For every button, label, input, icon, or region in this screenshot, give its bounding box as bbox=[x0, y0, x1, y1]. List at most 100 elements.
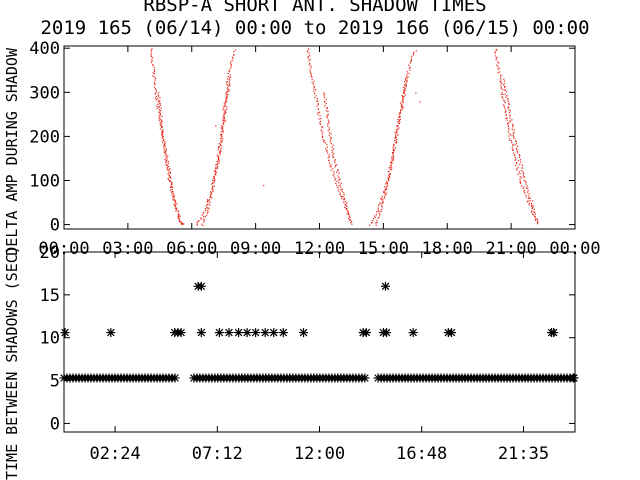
top-data-point bbox=[176, 207, 178, 209]
top-data-point bbox=[163, 151, 166, 153]
top-data-point bbox=[344, 206, 346, 208]
top-data-point bbox=[203, 219, 205, 221]
top-data-point bbox=[369, 224, 371, 226]
top-data-point bbox=[409, 69, 411, 71]
top-data-point bbox=[516, 169, 518, 171]
top-data-point bbox=[324, 105, 326, 107]
top-data-point bbox=[326, 150, 328, 152]
top-data-point bbox=[157, 103, 159, 105]
top-data-point bbox=[323, 140, 325, 142]
top-data-point bbox=[397, 134, 399, 136]
top-data-point bbox=[378, 213, 380, 215]
top-data-point bbox=[223, 107, 225, 109]
top-data-point bbox=[158, 116, 160, 118]
top-data-point bbox=[226, 90, 228, 92]
top-data-point bbox=[333, 148, 335, 150]
top-data-point bbox=[371, 222, 373, 224]
top-data-point bbox=[387, 182, 389, 184]
top-data-point bbox=[335, 184, 338, 186]
top-data-point bbox=[390, 162, 392, 164]
top-data-point bbox=[317, 108, 319, 110]
top-data-point bbox=[158, 101, 160, 103]
top-data-point bbox=[340, 186, 342, 188]
top-data-point bbox=[183, 223, 185, 225]
top-data-point bbox=[308, 64, 310, 66]
top-data-point bbox=[159, 111, 161, 113]
bottom-data-point bbox=[447, 328, 457, 338]
top-data-point bbox=[150, 49, 152, 51]
top-data-point bbox=[224, 103, 226, 105]
top-data-point bbox=[500, 74, 502, 76]
top-data-point bbox=[495, 57, 497, 59]
top-data-point bbox=[230, 66, 232, 68]
top-data-point bbox=[168, 169, 170, 171]
top-data-point bbox=[219, 151, 221, 153]
top-data-point bbox=[341, 196, 343, 198]
top-data-point bbox=[512, 133, 514, 135]
top-data-point bbox=[405, 77, 407, 79]
top-data-point bbox=[507, 98, 509, 100]
top-data-point bbox=[173, 194, 175, 196]
top-data-point bbox=[155, 89, 157, 91]
top-data-point bbox=[204, 216, 206, 218]
top-data-point bbox=[523, 189, 525, 191]
top-data-point bbox=[398, 127, 400, 129]
top-data-point bbox=[213, 177, 216, 179]
top-data-point bbox=[318, 118, 320, 120]
top-data-point bbox=[343, 197, 345, 199]
top-data-point bbox=[169, 172, 172, 174]
top-data-point bbox=[496, 56, 498, 59]
top-data-point bbox=[153, 67, 155, 69]
top-data-point bbox=[329, 165, 331, 167]
top-data-point bbox=[386, 186, 388, 188]
top-data-point bbox=[150, 56, 152, 58]
bottom-data-point bbox=[242, 328, 252, 338]
1-ytick-label: 5 bbox=[50, 372, 60, 392]
top-data-point bbox=[327, 123, 329, 125]
top-data-point bbox=[349, 219, 351, 221]
top-data-point bbox=[311, 82, 313, 84]
top-data-point bbox=[164, 140, 166, 142]
top-data-point bbox=[218, 156, 220, 158]
top-data-point bbox=[527, 191, 529, 193]
top-data-point bbox=[337, 188, 340, 190]
top-data-point bbox=[410, 60, 412, 62]
top-data-point bbox=[505, 96, 507, 98]
top-data-point bbox=[177, 215, 179, 217]
top-data-point bbox=[170, 177, 172, 179]
top-data-point bbox=[314, 97, 316, 99]
top-data-point bbox=[385, 189, 387, 191]
top-data-point bbox=[372, 220, 374, 222]
top-data-point bbox=[160, 126, 163, 128]
top-data-point bbox=[508, 103, 510, 105]
top-data-point bbox=[308, 48, 310, 50]
top-data-point bbox=[168, 171, 170, 173]
top-data-point bbox=[390, 166, 392, 168]
top-data-point bbox=[333, 171, 335, 173]
top-data-point bbox=[212, 186, 214, 188]
top-data-point bbox=[222, 118, 224, 120]
top-data-point bbox=[336, 186, 338, 188]
1-ytick-label: 0 bbox=[50, 414, 60, 434]
top-data-point bbox=[226, 82, 228, 84]
top-data-point bbox=[164, 152, 166, 154]
top-data-point bbox=[394, 137, 396, 139]
top-data-point bbox=[348, 214, 350, 216]
top-data-point bbox=[525, 183, 527, 185]
top-data-point bbox=[161, 126, 163, 128]
top-data-point bbox=[161, 137, 163, 139]
top-data-point bbox=[402, 97, 404, 99]
top-data-point bbox=[531, 204, 533, 206]
top-data-point bbox=[506, 95, 508, 97]
top-data-point bbox=[321, 135, 324, 137]
top-data-point bbox=[387, 185, 389, 187]
top-data-point bbox=[151, 59, 153, 61]
top-data-point bbox=[402, 86, 404, 88]
top-data-point bbox=[399, 121, 401, 123]
top-data-point bbox=[230, 61, 232, 63]
top-data-point bbox=[159, 121, 161, 124]
bottom-data-point bbox=[170, 373, 180, 383]
top-data-point bbox=[403, 92, 405, 94]
top-data-point bbox=[170, 186, 173, 188]
top-data-point bbox=[334, 166, 336, 168]
